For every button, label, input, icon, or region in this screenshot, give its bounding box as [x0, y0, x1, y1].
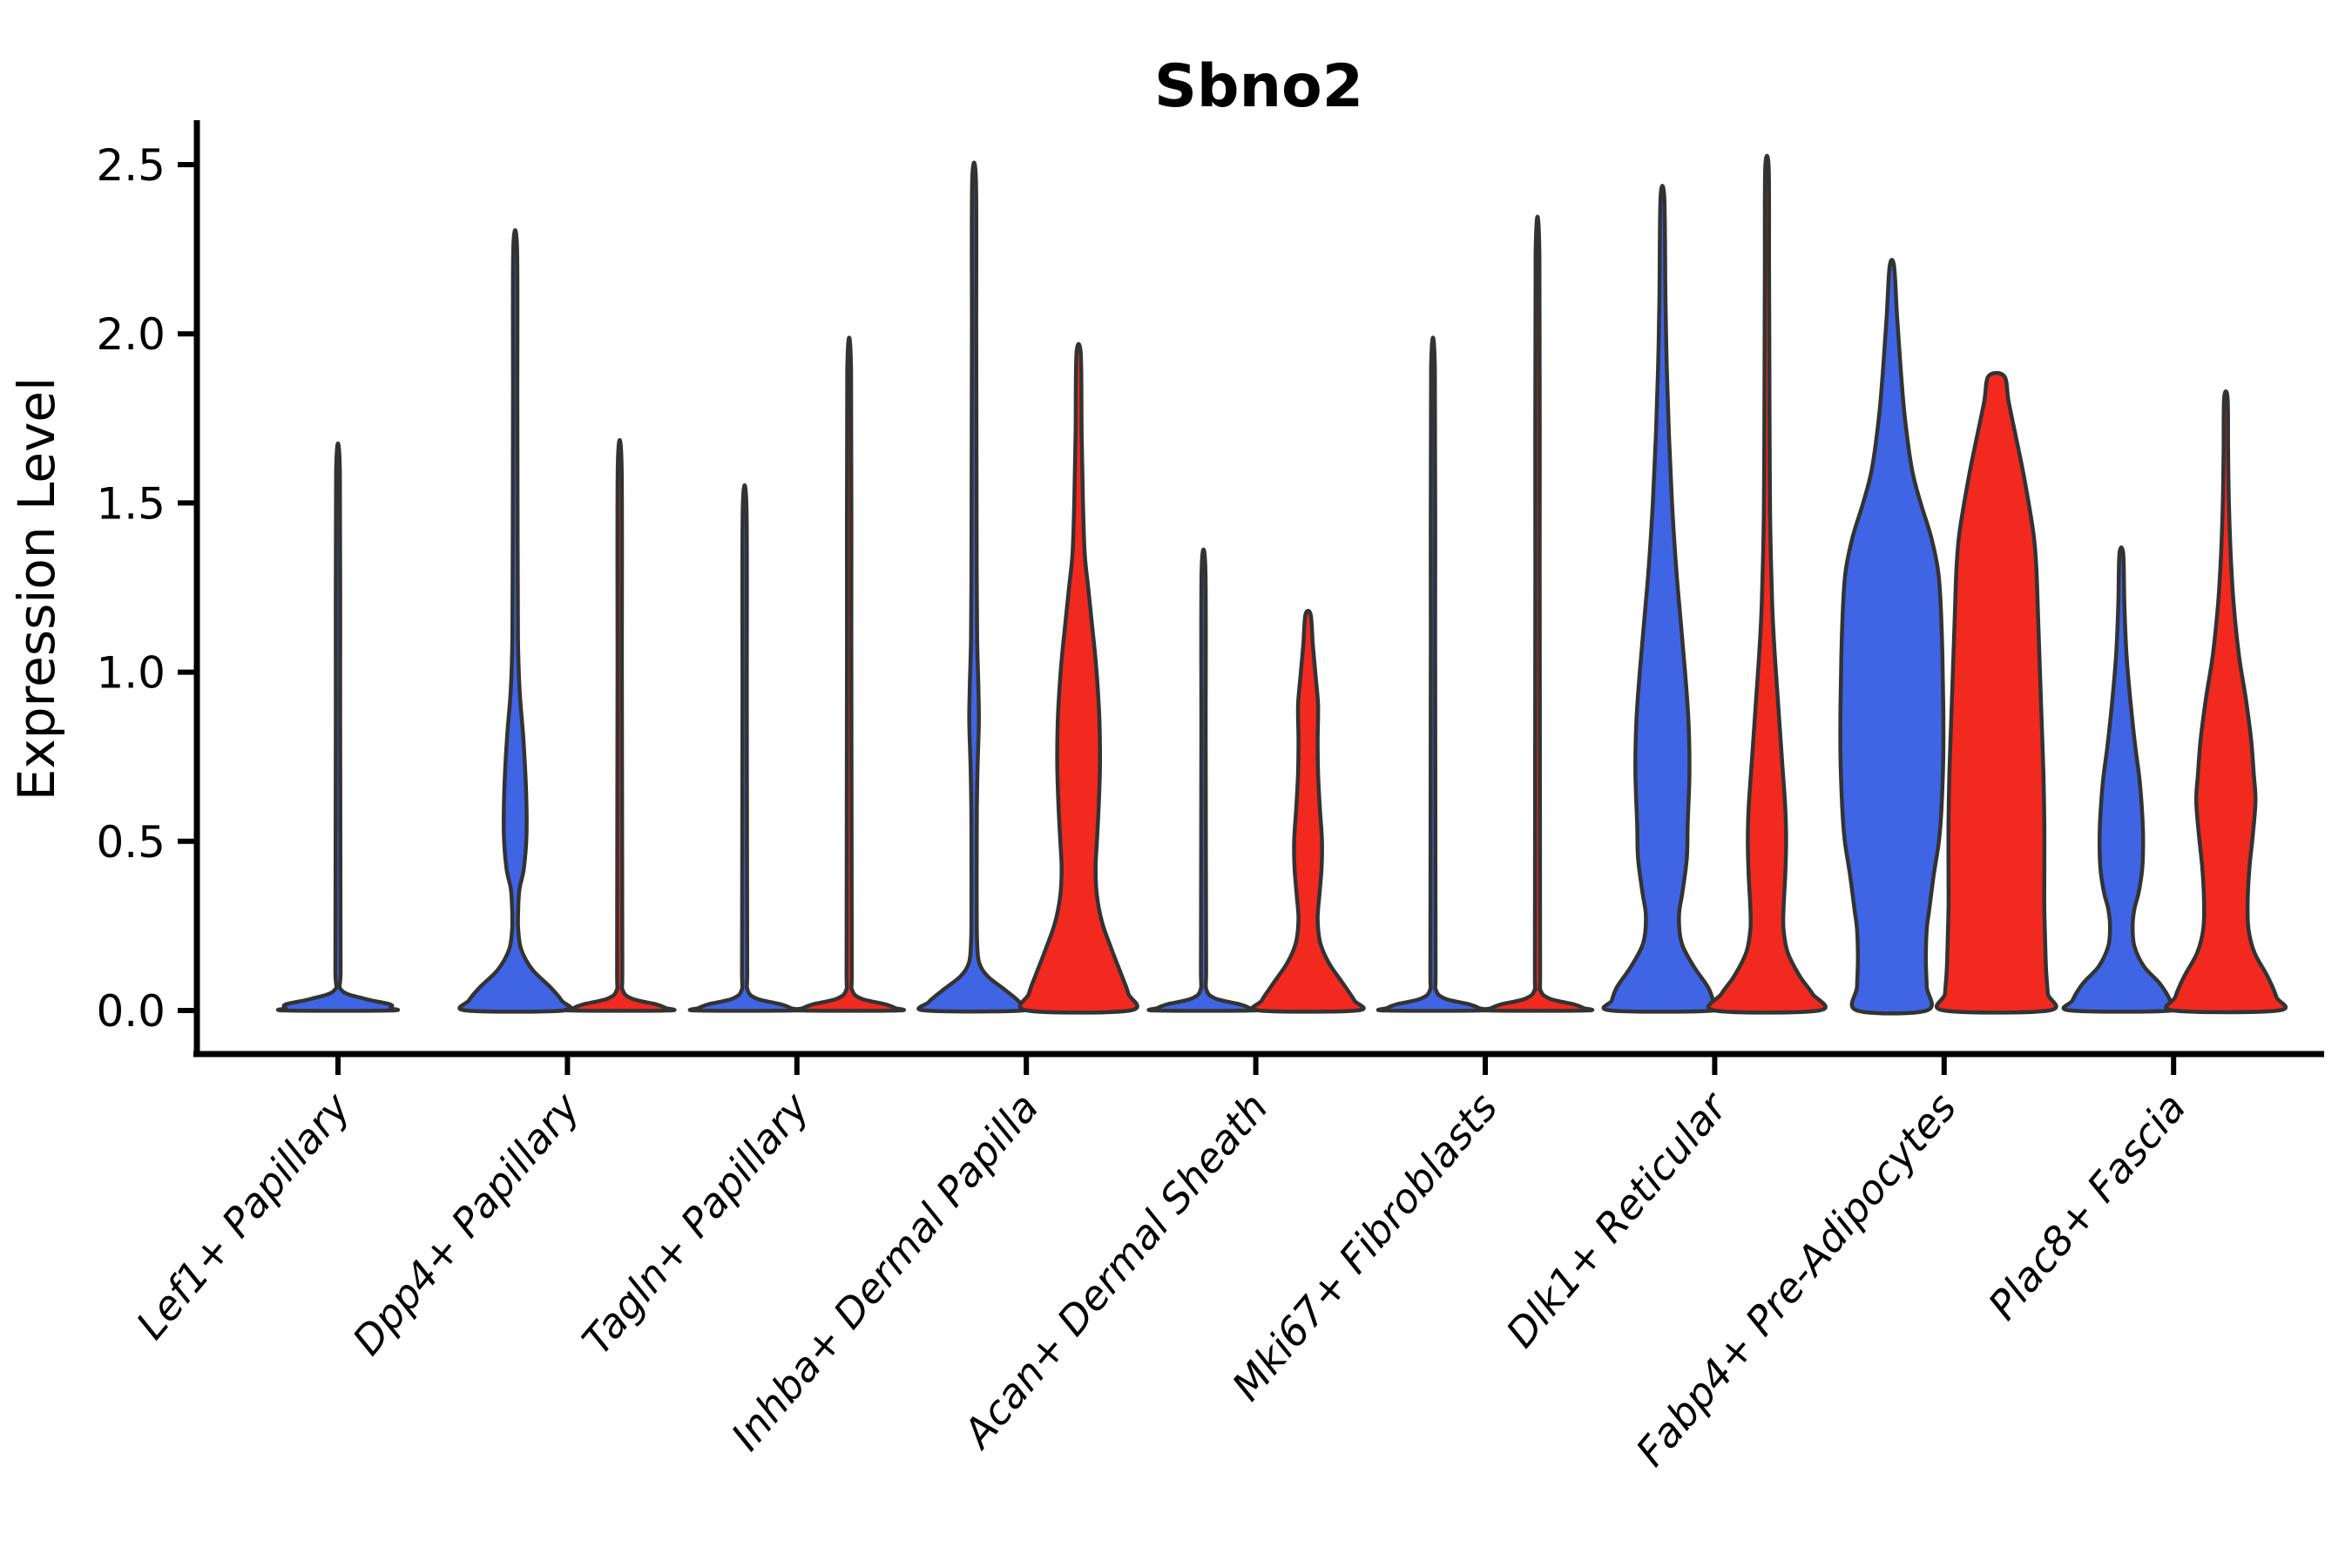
y-tick-label: 0.5: [96, 817, 166, 868]
violins-group: [275, 153, 2288, 1016]
violin-mki67-fibroblasts-left: [1375, 335, 1490, 1013]
violin-inhba-dermal-papilla-right: [1017, 341, 1139, 1015]
y-tick-label: 2.5: [96, 140, 166, 191]
violin-plac8-fascia-right: [2164, 389, 2288, 1015]
violin-tagln-papillary-left: [687, 483, 801, 1013]
axes: [178, 120, 2324, 1075]
violin-fabp4-pre-adipocytes-left: [1838, 257, 1946, 1016]
y-tick-label: 1.0: [96, 648, 166, 699]
violin-dlk1-reticular-right: [1706, 153, 1828, 1015]
violin-dpp4-papillary-right: [563, 437, 677, 1013]
y-tick-label: 1.5: [96, 478, 166, 529]
y-tick-label: 0.0: [96, 986, 166, 1037]
violin-dpp4-papillary-left: [457, 228, 573, 1014]
violin-acan-dermal-sheath-left: [1146, 547, 1260, 1013]
violin-mki67-fibroblasts-right: [1480, 214, 1595, 1013]
chart-title: Sbno2: [1154, 52, 1363, 121]
violin-tagln-papillary-right: [792, 335, 906, 1013]
violin-lef1-papillary-full: [275, 441, 401, 1013]
violin-plac8-fascia-left: [2061, 545, 2181, 1014]
violin-fabp4-pre-adipocytes-right: [1935, 370, 2058, 1015]
violin-inhba-dermal-papilla-left: [916, 160, 1031, 1014]
y-axis-label: Expression Level: [7, 377, 66, 801]
violin-acan-dermal-sheath-right: [1250, 609, 1366, 1014]
violin-dlk1-reticular-left: [1601, 184, 1724, 1014]
y-tick-label: 2.0: [96, 309, 166, 360]
y-tick-labels: 0.0 0.5 1.0 1.5 2.0 2.5: [96, 140, 166, 1037]
